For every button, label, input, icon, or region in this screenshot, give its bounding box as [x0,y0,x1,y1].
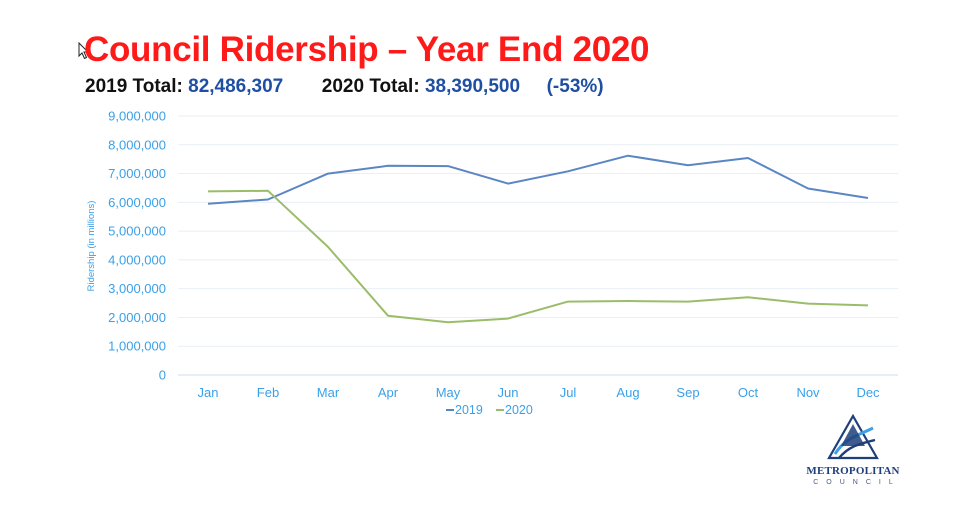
y-tick-label: 1,000,000 [108,339,166,354]
y-tick-label: 9,000,000 [108,109,166,124]
y-tick-label: 0 [159,368,166,383]
x-tick-label: Mar [317,385,340,400]
slide-title: Council Ridership – Year End 2020 [84,30,650,69]
x-tick-label: Oct [738,385,759,400]
series-lines [207,154,869,324]
x-tick-label: Feb [257,385,279,400]
x-tick-label: Aug [616,385,639,400]
legend-label-2020: 2020 [505,403,533,417]
x-tick-labels: Jan Feb Mar Apr May Jun Jul Aug Sep Oct Nov Dec [198,385,881,400]
logo-wordmark: METROPOLITAN [806,465,900,477]
logo-subtitle: COUNCIL [813,479,901,486]
totals-line: 2019 Total: 82,486,307 2020 Total: 38,39… [85,76,604,98]
total-change-percent: (-53%) [546,76,604,97]
x-tick-label: Nov [796,385,820,400]
series-line-2020 [207,189,869,324]
total-2019-value: 82,486,307 [188,76,284,97]
series-line-2019 [207,154,869,205]
gridlines [178,115,898,376]
legend-label-2019: 2019 [455,403,483,417]
x-tick-label: Sep [676,385,699,400]
y-tick-label: 5,000,000 [108,224,166,239]
y-tick-label: 2,000,000 [108,310,166,325]
y-tick-label: 3,000,000 [108,281,166,296]
x-tick-label: Apr [378,385,399,400]
x-tick-label: Dec [856,385,880,400]
metropolitan-council-logo-icon [827,414,879,460]
total-2020-label: 2020 Total: [321,76,420,97]
metropolitan-council-logo: METROPOLITAN COUNCIL [795,414,911,494]
x-tick-label: Jun [498,385,519,400]
y-tick-label: 4,000,000 [108,252,166,267]
legend: 2019 2020 [446,403,533,417]
mouse-cursor-icon [78,42,90,60]
y-tick-label: 6,000,000 [108,195,166,210]
x-tick-label: Jan [198,385,219,400]
y-tick-label: 7,000,000 [108,166,166,181]
total-2020-value: 38,390,500 [424,76,521,97]
y-axis-label: Ridership (in millions) [86,201,97,292]
total-2019-label: 2019 Total: [85,76,183,97]
x-tick-label: May [436,385,461,400]
y-tick-labels: 0 1,000,000 2,000,000 3,000,000 4,000,000 5,0… [108,109,166,383]
y-tick-label: 8,000,000 [108,137,166,152]
x-tick-label: Jul [560,385,577,400]
